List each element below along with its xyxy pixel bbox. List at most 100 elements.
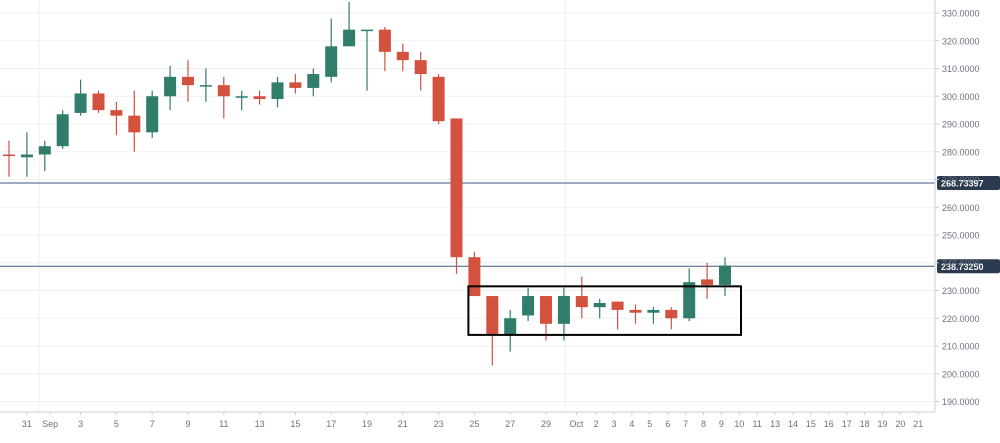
y-tick-label: 270.0000 (942, 175, 980, 185)
candle (611, 301, 624, 330)
candle-body (146, 96, 159, 133)
candle (128, 90, 141, 152)
x-tick-label: Sep (42, 419, 58, 429)
candle (396, 43, 409, 72)
y-tick-label: 240.0000 (942, 258, 980, 268)
candle-body (182, 76, 194, 86)
candle (575, 276, 588, 319)
candle (146, 90, 159, 138)
price-label-bg (937, 259, 1000, 274)
candle (271, 76, 284, 108)
candle-body (468, 257, 481, 297)
x-tick-label: 21 (913, 419, 923, 429)
candle (450, 118, 463, 274)
candle-body (289, 82, 302, 88)
candle-body (325, 46, 338, 77)
x-tick-label: 19 (878, 419, 888, 429)
x-tick-label: 20 (895, 419, 905, 429)
y-tick-label: 250.0000 (942, 231, 980, 241)
candle (74, 79, 87, 116)
candle-body (432, 76, 445, 122)
candle-body (719, 265, 731, 285)
candle (110, 101, 123, 136)
x-tick-label: 5 (647, 419, 652, 429)
candle (701, 262, 714, 299)
candle-body (343, 29, 356, 47)
candle-body (647, 309, 660, 313)
annotation-box (467, 285, 742, 336)
candle (486, 296, 499, 366)
candle (20, 132, 33, 177)
x-tick-label: 13 (255, 419, 265, 429)
price-label-bg (937, 176, 1000, 191)
candle (378, 26, 391, 72)
candle-body (557, 296, 570, 324)
y-tick-label: 220.0000 (942, 314, 980, 324)
candle (647, 307, 660, 324)
x-tick-label: 3 (612, 419, 617, 429)
candle-body (701, 279, 714, 285)
candle (182, 60, 194, 102)
candle-body (378, 29, 391, 52)
x-tick-label: 14 (788, 419, 798, 429)
x-axis: 31 Sep 3 5 7 9 11 13 15 17 19 21 23 25 27 29 Oct 2 3 4 5 6 7 8 9… (0, 411, 935, 429)
candle (683, 268, 696, 322)
x-tick-label: 2 (594, 419, 599, 429)
candle (468, 251, 481, 297)
price-lines: 268.73397 238.73250 (0, 176, 1000, 274)
candle-body (361, 29, 373, 32)
x-tick-label: 8 (701, 419, 706, 429)
x-tick-label: 17 (842, 419, 852, 429)
candle (343, 1, 356, 47)
x-tick-label: 25 (469, 419, 479, 429)
candle (56, 110, 69, 149)
candle (557, 287, 570, 341)
candles (3, 1, 731, 366)
candle-body (56, 114, 69, 147)
x-tick-label: 7 (150, 419, 155, 429)
x-tick-label: 15 (290, 419, 300, 429)
y-tick-label: 320.0000 (942, 36, 980, 46)
y-axis: 330.0000 320.0000 310.0000 300.0000 290.0000… (934, 0, 980, 412)
x-tick-label: 16 (824, 419, 834, 429)
x-tick-label: 13 (770, 419, 780, 429)
candle-body (593, 302, 606, 308)
candle-body (271, 82, 284, 100)
grid (0, 0, 935, 412)
candle-body (683, 282, 696, 319)
candle (38, 140, 51, 172)
candle-body (540, 296, 552, 324)
candle (414, 51, 427, 91)
candle-body (20, 154, 33, 158)
y-tick-label: 230.0000 (942, 286, 980, 296)
candle-body (575, 296, 588, 308)
candle-body (235, 96, 248, 98)
x-tick-label: 9 (719, 419, 724, 429)
candle-body (307, 74, 320, 88)
x-tick-label: 17 (326, 419, 336, 429)
candle (504, 309, 517, 352)
candle-body (74, 93, 87, 113)
y-tick-label: 280.0000 (942, 147, 980, 157)
candle (540, 296, 552, 341)
candle-body (92, 93, 105, 111)
candle (719, 257, 731, 297)
candle-body (164, 76, 177, 97)
candle (164, 65, 177, 111)
x-tick-label: 5 (114, 419, 119, 429)
x-tick-label: 19 (362, 419, 372, 429)
candle-body (629, 309, 642, 313)
x-tick-label: 10 (734, 419, 744, 429)
candle (325, 18, 338, 83)
x-tick-label: 7 (683, 419, 688, 429)
x-tick-label: 3 (78, 419, 83, 429)
x-tick-label: 11 (753, 419, 762, 429)
candle (199, 68, 212, 102)
y-tick-label: 190.0000 (942, 397, 980, 407)
candle-body (611, 301, 624, 310)
candle (235, 90, 248, 111)
x-tick-label: 4 (629, 419, 634, 429)
candle-body (504, 318, 517, 335)
